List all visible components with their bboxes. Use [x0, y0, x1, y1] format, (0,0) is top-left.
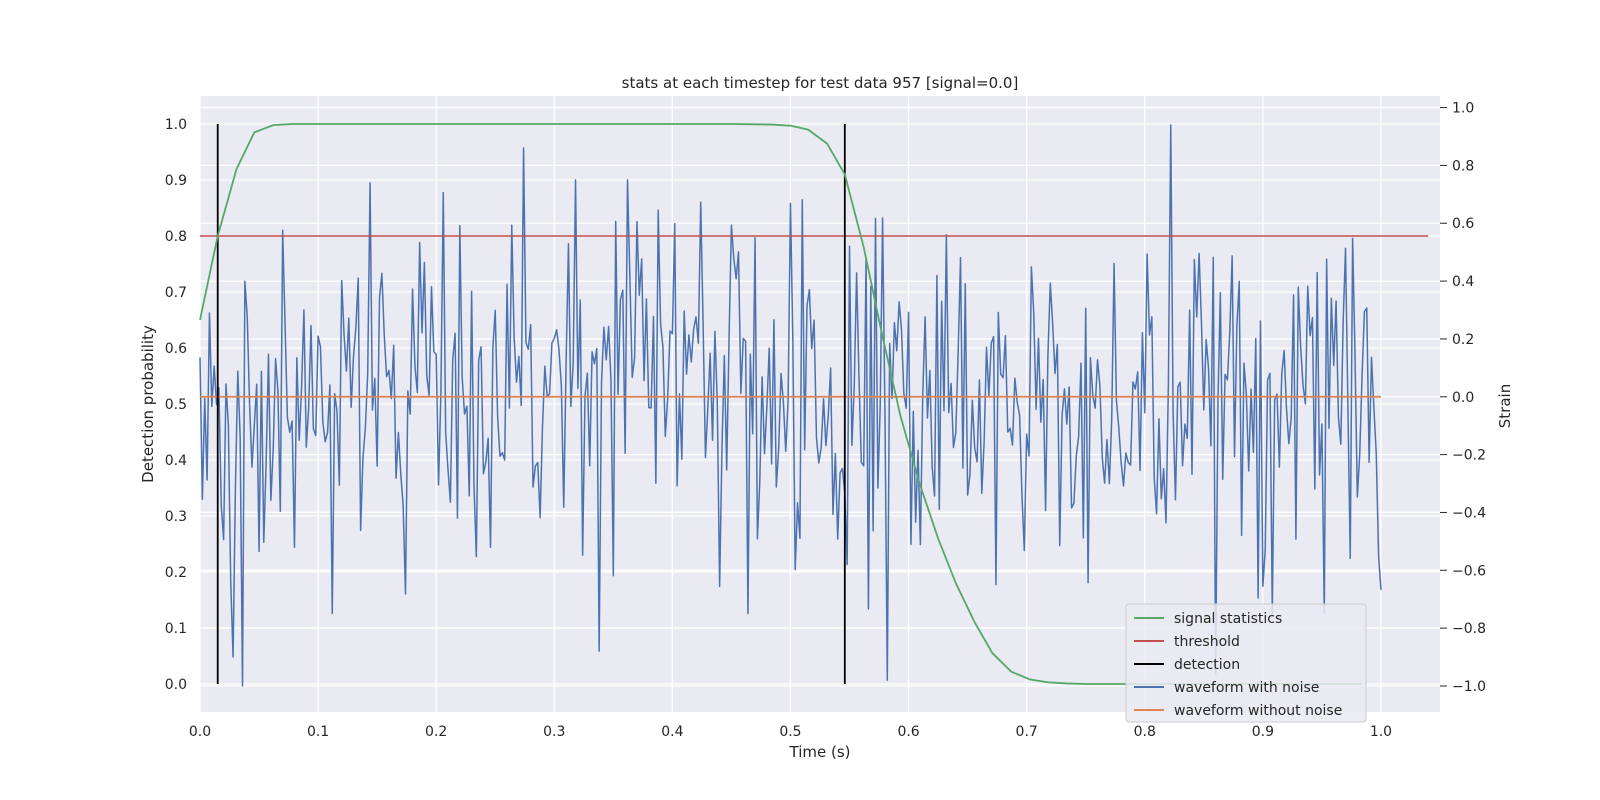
y-tick-label: 0.9	[165, 173, 187, 189]
x-tick-label: 0.9	[1252, 724, 1274, 740]
y-tick-label: 1.0	[165, 117, 187, 133]
series-waveform-with-noise	[199, 124, 1382, 687]
y-tick-label: 0.6	[165, 341, 187, 357]
y2-tick-label: −1.0	[1452, 679, 1486, 695]
y2-tick-label: 0.0	[1452, 390, 1474, 406]
legend-box	[1125, 603, 1367, 723]
y2-tick-label: 0.4	[1452, 274, 1474, 290]
y2-tick-label: −0.4	[1452, 505, 1486, 521]
y2-tick-label: −0.2	[1452, 448, 1486, 464]
y2-axis-label: Strain	[1496, 384, 1514, 428]
x-tick-label: 0.1	[307, 724, 329, 740]
y-tick-label: 0.2	[165, 565, 187, 581]
axes-layer: 0.0 0.1 0.2 0.3 0.4 0.5 0.6 0.7 0.8 0.9 1.0 0.0 0.1 0…	[165, 101, 1486, 740]
legend-label: detection	[1174, 657, 1240, 673]
x-tick-label: 0.5	[779, 724, 801, 740]
y2-tick-label: −0.6	[1452, 563, 1486, 579]
series-signal-statistics	[199, 123, 1363, 685]
x-axis-label: Time (s)	[789, 743, 851, 761]
y-tick-label: 0.4	[165, 453, 187, 469]
x-tick-label: 0.2	[425, 724, 447, 740]
y-axis-label: Detection probability	[139, 325, 157, 483]
y2-tick-label: 0.6	[1452, 216, 1474, 232]
y-tick-label: 0.5	[165, 397, 187, 413]
x-tick-label: 0.3	[543, 724, 565, 740]
y-tick-label: 0.1	[165, 621, 187, 637]
x-tick-label: 0.8	[1134, 724, 1156, 740]
x-tick-label: 0.7	[1016, 724, 1038, 740]
y2-tick-label: 1.0	[1452, 101, 1474, 117]
legend-label: threshold	[1174, 634, 1240, 650]
y-tick-label: 0.7	[165, 285, 187, 301]
y2-tick-label: 0.8	[1452, 158, 1474, 174]
legend-label: waveform with noise	[1174, 680, 1319, 696]
x-tick-label: 0.4	[661, 724, 683, 740]
x-tick-label: 1.0	[1370, 724, 1392, 740]
y-tick-label: 0.0	[165, 677, 187, 693]
chart-title: stats at each timestep for test data 957…	[622, 74, 1019, 92]
series-layer	[199, 123, 1429, 687]
legend-label: waveform without noise	[1174, 703, 1342, 719]
y-tick-label: 0.3	[165, 509, 187, 525]
x-tick-label: 0.0	[189, 724, 211, 740]
y-tick-label: 0.8	[165, 229, 187, 245]
legend: signal statistics threshold detection wavef…	[1125, 603, 1367, 723]
legend-label: signal statistics	[1174, 611, 1282, 627]
x-tick-label: 0.6	[897, 724, 919, 740]
y2-tick-label: −0.8	[1452, 621, 1486, 637]
y2-tick-label: 0.2	[1452, 332, 1474, 348]
